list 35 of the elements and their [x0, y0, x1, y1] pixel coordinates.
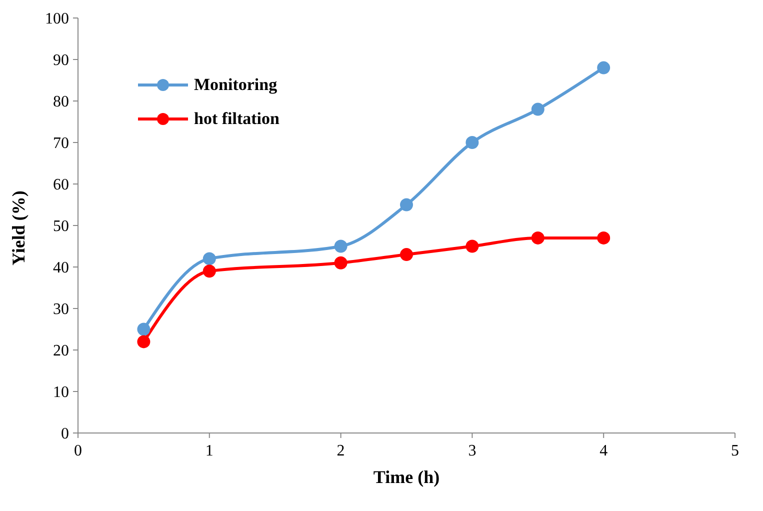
point	[137, 322, 150, 336]
point	[531, 102, 544, 116]
point	[597, 231, 610, 244]
point	[597, 61, 610, 74]
x-tick-label: 5	[731, 442, 739, 460]
y-tick-label: 80	[53, 94, 69, 111]
point	[466, 240, 479, 253]
x-tick-label: 3	[468, 442, 476, 460]
y-tick-label: 20	[53, 342, 69, 360]
x-tick-label: 1	[205, 442, 214, 460]
y-tick-label: 40	[53, 260, 69, 277]
point	[334, 240, 348, 253]
y-tick-label: 70	[53, 135, 69, 152]
x-tick-label: 2	[336, 442, 345, 460]
legend-label: Monitoring	[194, 75, 278, 95]
y-tick-label: 90	[53, 52, 69, 70]
legend-label: hot filtation	[194, 109, 280, 129]
point	[334, 256, 348, 270]
y-tick-label: 50	[53, 218, 69, 236]
x-axis-title: Time (h)	[373, 467, 440, 487]
x-tick-label: 4	[600, 442, 608, 460]
point	[400, 198, 413, 212]
y-tick-label: 60	[53, 176, 69, 194]
y-tick-label: 10	[53, 384, 69, 402]
y-tick-label: 30	[53, 301, 69, 318]
point	[202, 252, 216, 266]
y-axis-title: Yield (%)	[8, 190, 28, 266]
point	[202, 264, 216, 278]
y-tick-label: 100	[45, 10, 69, 28]
point	[531, 231, 544, 244]
point	[466, 136, 479, 149]
point	[400, 248, 413, 262]
point	[137, 335, 150, 348]
y-tick-label: 0	[61, 426, 69, 443]
x-tick-label: 0	[74, 442, 82, 460]
